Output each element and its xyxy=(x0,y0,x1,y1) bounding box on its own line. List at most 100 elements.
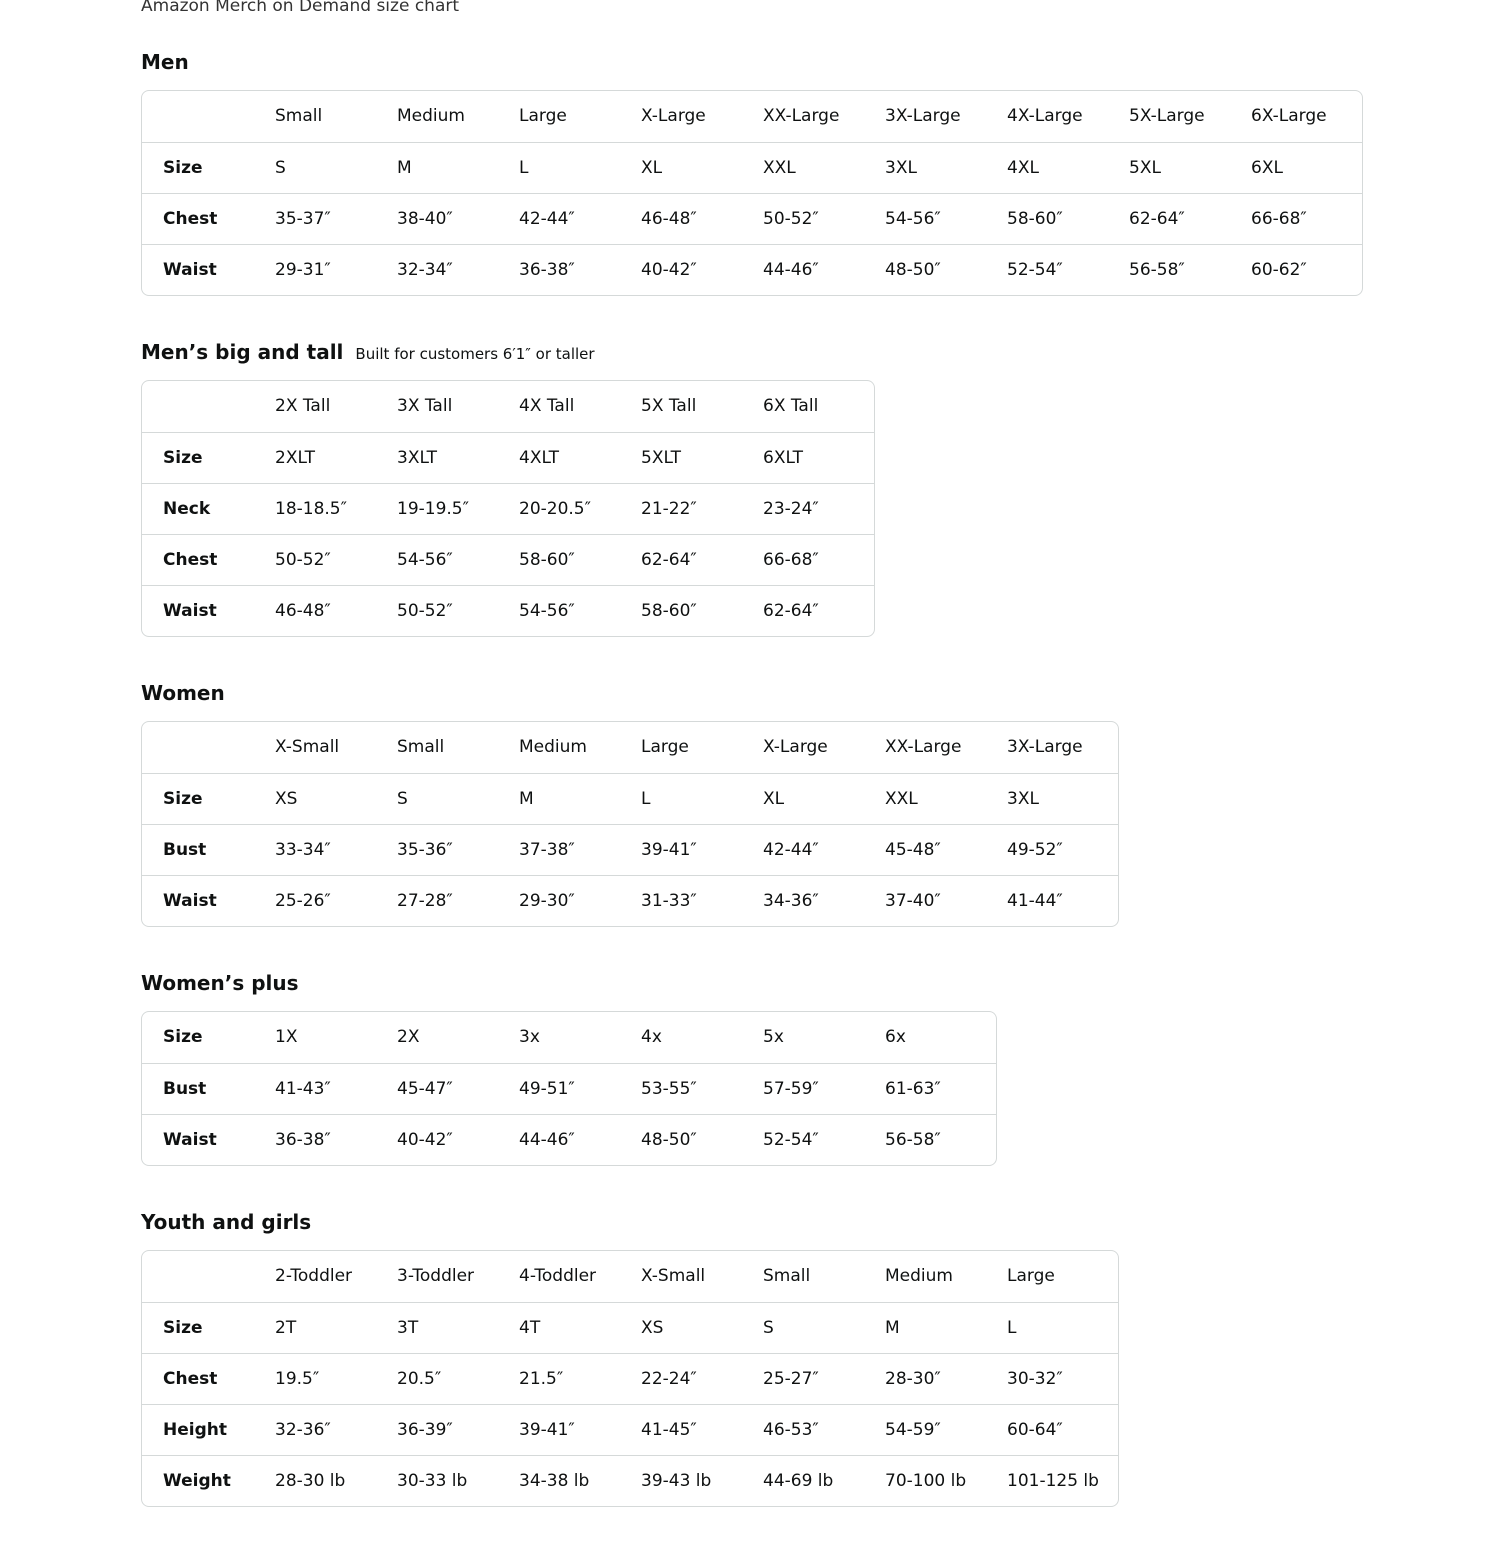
size-chart-container: Men Small Medium Large X-Large XX-Large 3X-Lar… xyxy=(141,48,1363,1549)
table-cell: 35-37″ xyxy=(264,192,386,244)
page-caption: Amazon Merch on Demand size chart xyxy=(141,0,460,16)
section-title: Men’s big and tall Built for customers 6′… xyxy=(141,338,1363,366)
row-label: Bust xyxy=(142,823,264,875)
table-cell: 48-50″ xyxy=(630,1113,752,1165)
table-cell: 49-51″ xyxy=(508,1062,630,1114)
table-cell: 66-68″ xyxy=(752,533,874,585)
table-cell: 4XL xyxy=(996,141,1118,193)
table-cell: 58-60″ xyxy=(508,533,630,585)
section-title: Women’s plus xyxy=(141,969,1363,997)
table-cell: 54-59″ xyxy=(874,1403,996,1455)
table-cell: 6X Tall xyxy=(763,396,819,417)
size-table: 2X Tall 3X Tall 4X Tall 5X Tall 6X Tall Size 2… xyxy=(141,380,875,637)
table-cell: 3XL xyxy=(996,772,1118,824)
table-cell: 21.5″ xyxy=(508,1352,630,1404)
table-cell: M xyxy=(508,772,630,824)
table-cell: 4x xyxy=(641,1027,662,1048)
size-table: Size 1X 2X 3x 4x 5x 6x Bust 41-43″ 45-47″ 49-51″ 53… xyxy=(141,1011,997,1166)
table-cell: X-Small xyxy=(275,737,340,758)
table-cell: Large xyxy=(641,737,689,758)
table-cell: XS xyxy=(630,1301,752,1353)
section-title-text: Men’s big and tall xyxy=(141,340,344,364)
table-cell: 39-41″ xyxy=(508,1403,630,1455)
table-cell: 56-58″ xyxy=(1118,243,1240,295)
table-cell: 44-69 lb xyxy=(752,1454,874,1506)
table-cell: 49-52″ xyxy=(996,823,1118,875)
size-table: 2-Toddler 3-Toddler 4-Toddler X-Small Small M… xyxy=(141,1250,1119,1507)
table-cell: 70-100 lb xyxy=(874,1454,996,1506)
row-label: Waist xyxy=(142,584,264,636)
section-title: Youth and girls xyxy=(141,1208,1363,1236)
table-cell: 2T xyxy=(264,1301,386,1353)
table-cell: 41-44″ xyxy=(996,874,1118,926)
section-subtitle: Built for customers 6′1″ or taller xyxy=(355,345,595,363)
section-title-text: Men xyxy=(141,50,189,74)
table-cell: Large xyxy=(1007,1266,1055,1287)
table-cell: 6x xyxy=(885,1027,906,1048)
table-cell: XXL xyxy=(874,772,996,824)
row-label: Size xyxy=(163,1027,203,1048)
row-label: Weight xyxy=(142,1454,264,1506)
table-cell: S xyxy=(264,141,386,193)
table-cell: L xyxy=(996,1301,1118,1353)
table-cell: 25-26″ xyxy=(264,874,386,926)
table-header-row: Small Medium Large X-Large XX-Large 3X-Large 4… xyxy=(142,91,1362,142)
table-cell: 29-31″ xyxy=(264,243,386,295)
table-cell: XL xyxy=(752,772,874,824)
table-cell: 33-34″ xyxy=(264,823,386,875)
row-label: Bust xyxy=(142,1062,264,1114)
table-cell: 1X xyxy=(275,1027,298,1048)
table-cell: 40-42″ xyxy=(630,243,752,295)
table-cell: M xyxy=(874,1301,996,1353)
table-cell: 66-68″ xyxy=(1240,192,1362,244)
section-title-text: Women xyxy=(141,681,225,705)
table-cell: 3-Toddler xyxy=(397,1266,475,1287)
table-cell: 54-56″ xyxy=(386,533,508,585)
table-cell: 36-38″ xyxy=(508,243,630,295)
section-women-s-plus: Women’s plus Size 1X 2X 3x 4x 5x 6x Bust 41-43″ 45… xyxy=(141,969,1363,1170)
table-cell: 3XLT xyxy=(386,431,508,483)
table-cell: 34-36″ xyxy=(752,874,874,926)
row-label: Chest xyxy=(142,533,264,585)
row-label: Neck xyxy=(142,482,264,534)
row-label xyxy=(142,1251,264,1302)
table-cell: 32-34″ xyxy=(386,243,508,295)
table-cell: 36-39″ xyxy=(386,1403,508,1455)
table-cell: 39-41″ xyxy=(630,823,752,875)
table-cell: 35-36″ xyxy=(386,823,508,875)
table-cell: M xyxy=(386,141,508,193)
table-cell: 18-18.5″ xyxy=(264,482,386,534)
table-cell: 2XLT xyxy=(264,431,386,483)
table-cell: Medium xyxy=(397,106,465,127)
table-cell: 30-33 lb xyxy=(386,1454,508,1506)
table-cell: 4X Tall xyxy=(519,396,575,417)
table-cell: 34-38 lb xyxy=(508,1454,630,1506)
table-cell: 50-52″ xyxy=(264,533,386,585)
table-cell: 6X-Large xyxy=(1251,106,1327,127)
table-cell: 101-125 lb xyxy=(996,1454,1118,1506)
table-cell: 45-48″ xyxy=(874,823,996,875)
table-row: Size 2T 3T 4T XS S M L xyxy=(142,1301,1118,1353)
table-cell: 46-48″ xyxy=(630,192,752,244)
table-cell: 58-60″ xyxy=(630,584,752,636)
table-cell: 21-22″ xyxy=(630,482,752,534)
table-row: Waist 46-48″ 50-52″ 54-56″ 58-60″ 62-64″ xyxy=(142,584,874,636)
row-label: Size xyxy=(142,431,264,483)
table-row: Height 32-36″ 36-39″ 39-41″ 41-45″ 46-53″ 54-5… xyxy=(142,1403,1118,1455)
table-cell: 60-62″ xyxy=(1240,243,1362,295)
table-cell: 52-54″ xyxy=(996,243,1118,295)
table-cell: 4X-Large xyxy=(1007,106,1083,127)
table-cell: 37-40″ xyxy=(874,874,996,926)
table-row: Bust 41-43″ 45-47″ 49-51″ 53-55″ 57-59″ 61-63″ xyxy=(142,1062,996,1114)
table-cell: 62-64″ xyxy=(630,533,752,585)
table-cell: L xyxy=(630,772,752,824)
table-cell: 62-64″ xyxy=(1118,192,1240,244)
table-cell: 54-56″ xyxy=(874,192,996,244)
table-cell: 19.5″ xyxy=(264,1352,386,1404)
section-women: Women X-Small Small Medium Large X-Large XX-La… xyxy=(141,679,1363,931)
row-label: Waist xyxy=(142,243,264,295)
size-table: X-Small Small Medium Large X-Large XX-Large 3X… xyxy=(141,721,1119,927)
size-table: Small Medium Large X-Large XX-Large 3X-Large 4… xyxy=(141,90,1363,296)
table-cell: 44-46″ xyxy=(752,243,874,295)
table-cell: Large xyxy=(519,106,567,127)
